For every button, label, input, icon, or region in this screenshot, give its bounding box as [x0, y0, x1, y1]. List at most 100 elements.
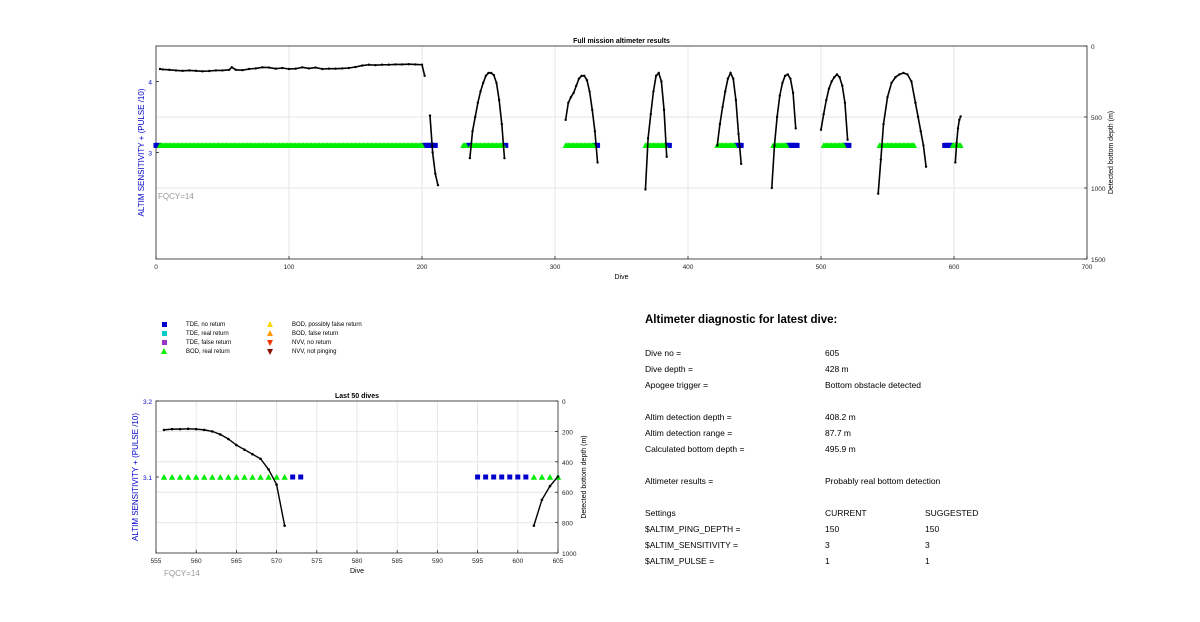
bod-real-return-marker	[168, 474, 176, 480]
bod-real-return-marker	[209, 474, 216, 480]
legend-item-tde-false-return: TDE, false return	[160, 339, 231, 347]
diagnostic-row-bottom-depth: Calculated bottom depth = 495.9 m	[645, 444, 1165, 456]
current-header: CURRENT	[825, 508, 867, 518]
settings-row-ping-depth: $ALTIM_PING_DEPTH = 150 150	[645, 524, 1165, 536]
tde-no-return-marker	[432, 142, 438, 148]
y-right-tick-label: 1000	[1091, 186, 1106, 193]
bottom-depth-point	[841, 84, 844, 87]
x-tick-label: 555	[151, 558, 162, 565]
row-label: Altimeter results =	[645, 476, 714, 486]
bottom-depth-point	[341, 67, 344, 70]
bottom-depth-line	[716, 71, 742, 164]
x-tick-label: 300	[550, 264, 561, 271]
bottom-depth-point	[214, 69, 218, 72]
bottom-depth-point	[234, 68, 237, 72]
y-right-tick-label: 1000	[562, 551, 577, 558]
bottom-depth-point	[202, 428, 206, 432]
bod-real-return-marker	[911, 142, 918, 148]
bottom-depth-point	[178, 427, 182, 431]
legend-item-nvv-not-pinging: NVV, not pinging	[266, 348, 336, 356]
tde-no-return-marker	[483, 474, 489, 480]
bod-real-return-marker	[265, 474, 272, 480]
bottom-depth-point	[843, 101, 847, 105]
y-right-tick-label: 500	[1091, 115, 1102, 122]
bottom-depth-point	[227, 437, 230, 441]
bottom-depth-point	[775, 115, 779, 119]
bottom-depth-point	[740, 162, 743, 166]
bottom-depth-point	[789, 77, 792, 80]
chart-title: Full mission altimeter results	[573, 38, 670, 45]
bottom-depth-point	[247, 67, 251, 71]
tde-no-return-marker	[846, 142, 852, 148]
bottom-depth-point	[254, 67, 257, 70]
bottom-depth-point	[838, 76, 841, 79]
x-tick-label: 600	[512, 558, 523, 565]
bottom-depth-point	[471, 130, 474, 133]
y-right-tick-label: 600	[562, 490, 573, 497]
bottom-depth-point	[729, 71, 732, 75]
bottom-depth-point	[267, 468, 270, 471]
bod-real-return-marker	[193, 474, 200, 480]
bottom-depth-point	[585, 78, 589, 82]
legend-item-tde-no-return: TDE, no return	[160, 321, 225, 329]
tde-no-return-marker	[499, 474, 505, 480]
bottom-depth-point	[922, 144, 925, 147]
bottom-depth-point	[497, 98, 501, 102]
chart-title: Last 50 dives	[335, 393, 379, 400]
bottom-depth-point	[564, 118, 567, 122]
bottom-depth-point	[791, 91, 795, 95]
row-label: Altim detection depth =	[645, 412, 732, 422]
bottom-depth-point	[716, 144, 719, 147]
bottom-depth-line	[533, 475, 559, 526]
bottom-depth-point	[394, 63, 397, 66]
bottom-depth-point	[468, 156, 472, 160]
green-triangle-icon	[160, 348, 174, 356]
bod-real-return-marker	[160, 474, 168, 480]
bottom-depth-point	[407, 62, 410, 66]
bottom-depth-point	[235, 443, 238, 447]
tde-no-return-marker	[794, 142, 800, 148]
bottom-depth-point	[569, 95, 573, 99]
bottom-depth-line	[820, 73, 849, 140]
bottom-depth-point	[532, 524, 536, 527]
bottom-depth-point	[646, 137, 650, 140]
bottom-depth-point	[916, 115, 920, 119]
bottom-depth-point	[649, 112, 652, 116]
bottom-depth-point	[503, 156, 506, 160]
bottom-depth-point	[644, 188, 647, 191]
row-label: Altim detection range =	[645, 428, 733, 438]
bottom-depth-point	[894, 76, 897, 79]
suggested-header: SUGGESTED	[925, 508, 979, 518]
bottom-depth-point	[830, 80, 833, 83]
x-tick-label: 575	[311, 558, 322, 565]
bottom-depth-point	[428, 114, 432, 117]
bottom-depth-point	[956, 127, 960, 130]
tde-no-return-marker	[523, 474, 529, 480]
bottom-depth-point	[879, 158, 883, 161]
bottom-depth-point	[890, 81, 893, 85]
bottom-depth-point	[168, 68, 171, 72]
diagnostic-row-detection-range: Altim detection range = 87.7 m	[645, 428, 1165, 440]
y-tick-label: 3	[148, 151, 152, 158]
tde-no-return-marker	[290, 474, 296, 480]
bottom-depth-point	[221, 69, 224, 72]
bottom-depth-point	[414, 63, 417, 66]
bottom-depth-point	[914, 101, 917, 105]
bottom-depth-point	[876, 192, 880, 195]
bottom-depth-point	[492, 73, 496, 77]
bottom-depth-point	[170, 427, 174, 431]
bottom-depth-point	[194, 69, 198, 73]
legend-label: BOD, possibly false return	[292, 322, 362, 328]
x-tick-label: 400	[683, 264, 694, 271]
settings-row-pulse: $ALTIM_PULSE = 1 1	[645, 556, 1165, 568]
bottom-depth-point	[575, 84, 578, 87]
x-tick-label: 200	[417, 264, 428, 271]
x-tick-label: 590	[432, 558, 443, 565]
bottom-depth-point	[825, 98, 828, 102]
bottom-depth-point	[487, 71, 490, 75]
bottom-depth-point	[732, 77, 735, 80]
x-tick-label: 600	[949, 264, 960, 271]
bod-real-return-marker	[957, 142, 964, 148]
y-right-tick-label: 800	[562, 521, 573, 528]
bod-real-return-marker	[419, 142, 425, 148]
